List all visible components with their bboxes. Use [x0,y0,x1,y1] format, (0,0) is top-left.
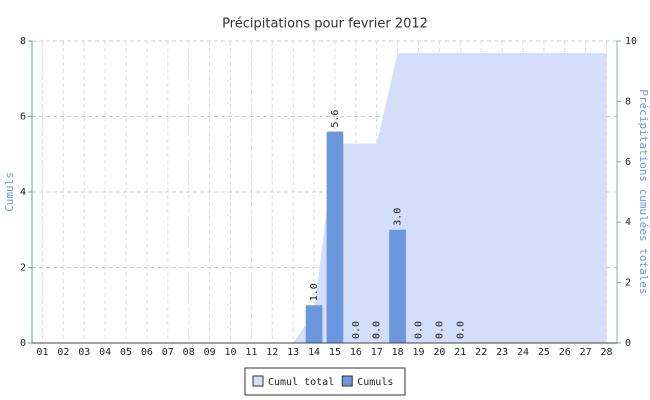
x-tick-label: 23 [496,347,508,358]
x-tick-label: 13 [287,347,299,358]
x-tick-label: 10 [224,347,236,358]
area [42,53,607,343]
x-tick-label: 19 [412,347,424,358]
y2-tick-label: 2 [625,278,631,289]
x-tick-label: 08 [183,347,195,358]
x-tick-label: 05 [120,347,132,358]
y2-tick-label: 8 [625,96,631,107]
data-label: 0.0 [351,321,362,339]
x-tick-label: 11 [245,347,257,358]
x-tick-label: 04 [99,347,111,358]
bar [389,229,406,343]
data-label: 0.0 [434,321,445,339]
x-tick-label: 16 [350,347,362,358]
y-tick-label: 4 [20,187,26,198]
legend-label: Cumul total [268,377,334,388]
legend-swatch [252,375,264,387]
x-tick-label: 20 [433,347,445,358]
y-tick-label: 6 [20,112,26,123]
plot-data: 1.0 5.6 0.0 0.0 3.0 0.0 0.0 0.0 [42,53,607,343]
bar [305,305,323,343]
legend-swatch [341,375,353,387]
y2-tick-label: 6 [625,157,631,168]
x-tick-label: 26 [559,347,571,358]
x-tick-label: 24 [517,347,529,358]
x-tick-label: 01 [36,347,48,358]
x-tick-label: 07 [162,347,174,358]
data-label: 5.6 [330,110,341,128]
x-tick-label: 02 [57,347,69,358]
y-tick-label: 0 [20,338,26,349]
data-label: 3.0 [393,208,404,226]
x-tick-label: 28 [601,347,613,358]
bar [326,131,344,343]
legend-label: Cumuls [357,377,393,388]
y-tick-label: 2 [20,263,26,274]
x-tick-label: 27 [580,347,592,358]
data-label: 0.0 [414,321,425,339]
y2-tick-label: 0 [625,338,631,349]
x-tick-label: 25 [538,347,550,358]
x-tick-label: 21 [454,347,466,358]
chart-title: Précipitations pour fevrier 2012 [222,17,428,32]
y-tick-label: 8 [20,36,26,47]
y2-tick-label: 4 [625,217,631,228]
x-tick-label: 03 [78,347,90,358]
data-label: 0.0 [372,321,383,339]
x-tick-label: 17 [371,347,383,358]
x-tick-label: 12 [266,347,278,358]
legend-box [244,367,406,396]
x-tick-label: 14 [308,347,320,358]
x-tick-label: 09 [204,347,216,358]
x-tick-label: 22 [475,347,487,358]
y2-axis-label: Précipitations cumulées totales [637,89,650,294]
data-label: 1.0 [309,283,320,301]
y-axis-label: Cumuls [3,172,16,212]
y2-tick-label: 10 [625,36,637,47]
data-label: 0.0 [455,321,466,339]
x-tick-label: 15 [329,347,341,358]
x-tick-label: 06 [141,347,153,358]
x-tick-label: 18 [392,347,404,358]
